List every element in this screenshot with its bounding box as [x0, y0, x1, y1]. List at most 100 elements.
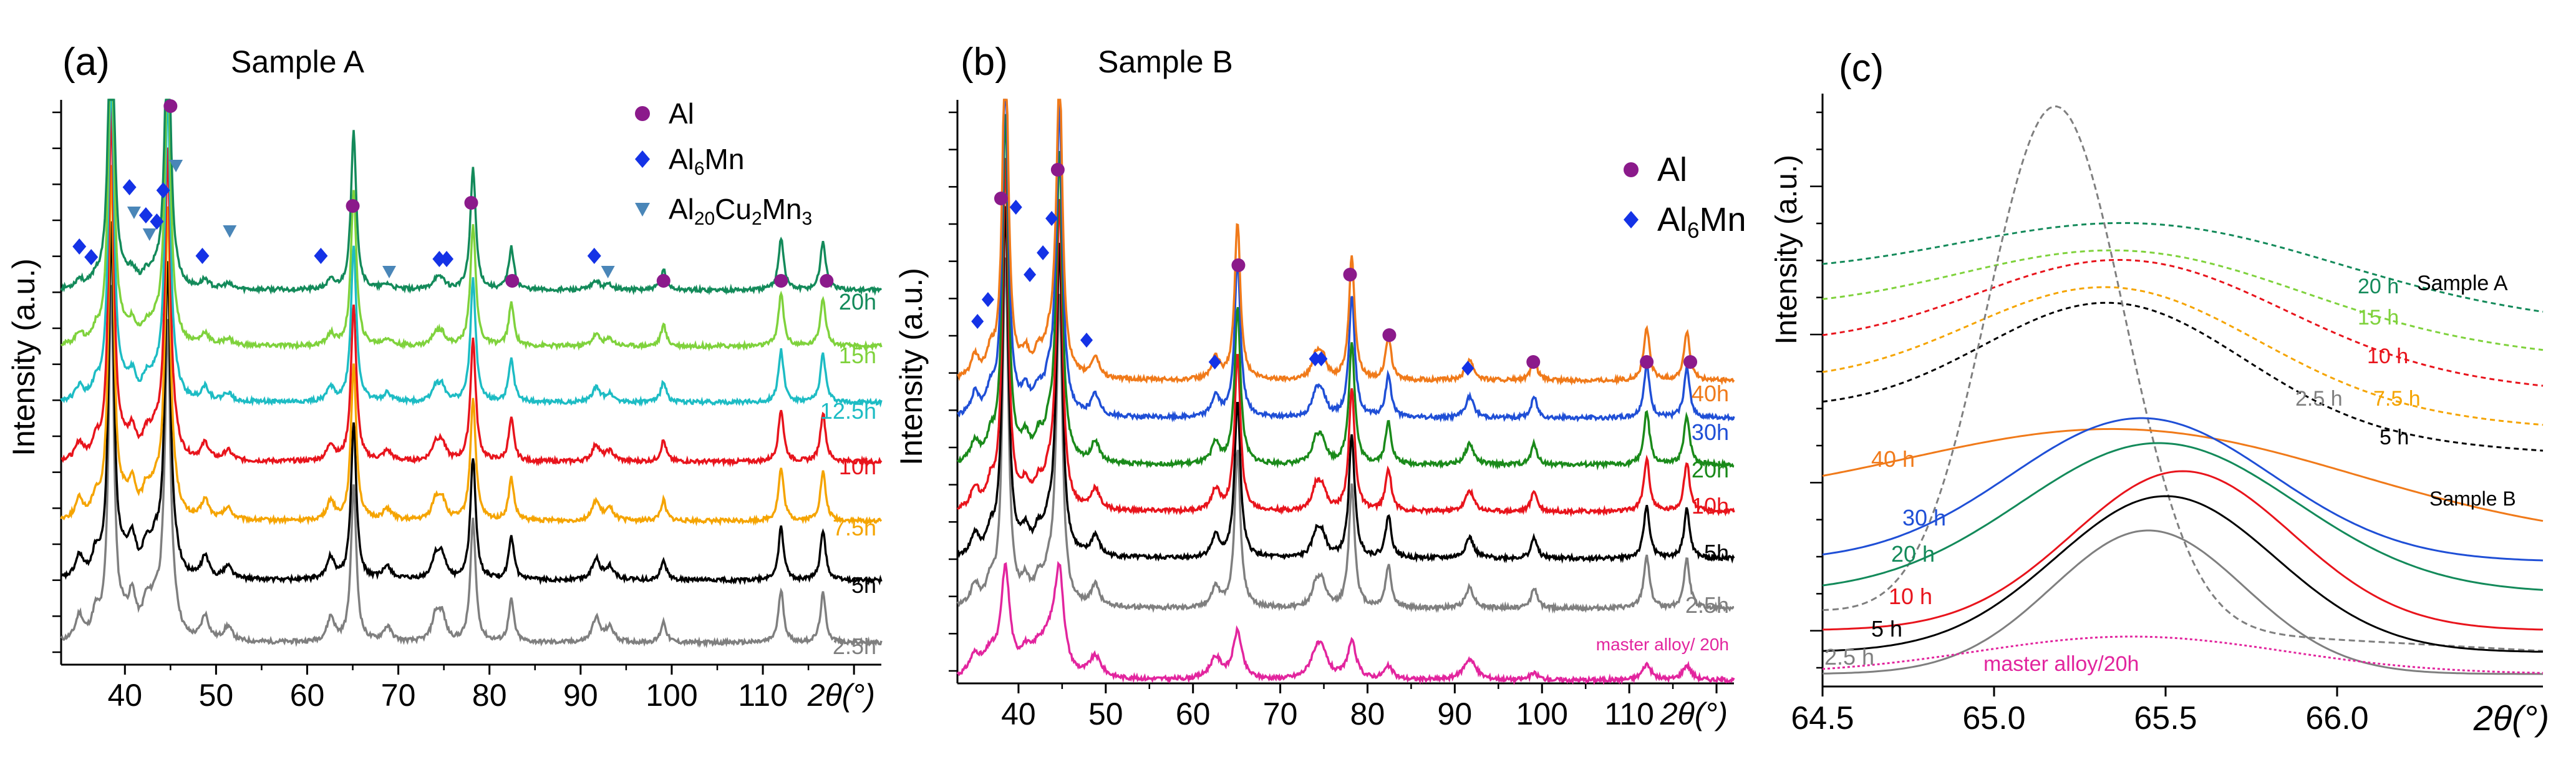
series-label-10h: 10h [839, 454, 876, 479]
legend-label: Al6Mn [1657, 201, 1746, 243]
legend-label-part: Al [1657, 151, 1687, 188]
series-line-15h [61, 99, 883, 352]
x-tick-label: 80 [1350, 696, 1385, 731]
x-axis-label: 2θ(°) [2473, 698, 2549, 738]
series-label-b-30h: 30 h [1902, 505, 1946, 530]
al6mn-peak-marker [195, 248, 210, 264]
al20cu2mn3-peak-marker [142, 228, 157, 241]
al6mn-peak-marker [587, 248, 601, 264]
legend-label-part: Al [669, 143, 694, 175]
al-peak-marker [346, 199, 360, 213]
x-axis-label: 2θ(°) [1660, 696, 1728, 731]
al6mn-peak-marker [1037, 245, 1050, 260]
legend-label-part: Cu [715, 193, 752, 225]
series-label-b-2.5h: 2.5 h [1824, 644, 1874, 670]
series-line-b-40h [1822, 428, 2544, 522]
x-tick-label: 40 [107, 678, 142, 713]
x-tick-label: 110 [738, 678, 788, 713]
series-line-b-master [1822, 635, 2544, 674]
al6mn-peak-marker [1461, 361, 1474, 376]
series-line-5h [61, 221, 883, 586]
series-line-40h [957, 99, 1735, 386]
series-line-a-20h [1822, 222, 2544, 313]
group-label-sample-a: Sample A [2417, 271, 2508, 295]
legend-label-part: Mn [705, 143, 745, 175]
x-tick-label: 70 [1263, 696, 1298, 731]
series-line-30h [957, 99, 1735, 423]
x-tick-label: 70 [381, 678, 416, 713]
series-label-40h: 40h [1692, 381, 1729, 406]
legend-label-part: Al [669, 193, 694, 225]
series-label-b-10h: 10 h [1889, 584, 1932, 609]
x-tick-label: 90 [563, 678, 598, 713]
al-peak-marker [820, 274, 834, 288]
legend-label-part: Al [1657, 201, 1687, 238]
x-tick-label: 64.5 [1791, 700, 1854, 736]
series-line-a-15h [1822, 249, 2544, 351]
al-peak-marker [505, 274, 520, 288]
series-line-a-2.5h [1822, 105, 2544, 652]
legend-label: Al20Cu2Mn3 [669, 193, 812, 229]
al-peak-marker [994, 192, 1008, 205]
x-tick-label: 110 [1604, 696, 1654, 731]
legend-label: Al6Mn [669, 143, 744, 179]
al6mn-peak-marker [72, 238, 87, 255]
al-peak-marker [1343, 268, 1357, 281]
series-label-10h: 10h [1692, 493, 1729, 519]
series-line-5h [956, 206, 1735, 564]
series-label-5h: 5h [1704, 540, 1729, 565]
series-line-b-2.5h [1822, 529, 2544, 675]
series-line-12.5h [60, 99, 883, 408]
al6mn-peak-marker [1009, 200, 1022, 215]
series-line-7.5h [60, 165, 883, 527]
chart-panel-c: 64.5 65.0 65.5 66.0 (c) Intensity (a.u.) 2θ(°)… [1770, 47, 2549, 738]
legend-label-part: 6 [694, 159, 705, 179]
x-axis-label: 2θ(°) [807, 678, 875, 713]
x-tick-label: 100 [1516, 696, 1568, 731]
legend-label: Al [1657, 151, 1687, 188]
al6mn-peak-marker [150, 213, 164, 230]
series-label-b-master: master alloy/20h [1983, 652, 2139, 676]
series-label-12.5h: 12.5h [820, 398, 876, 424]
x-tick-label: 40 [1001, 696, 1036, 731]
al6mn-peak-marker [122, 179, 137, 195]
x-tick-label: 60 [1176, 696, 1211, 731]
al6mn-peak-marker [138, 207, 153, 223]
series-line-2.5h [956, 257, 1735, 614]
series-label-a-10h: 10 h [2367, 344, 2408, 368]
x-tick-label: 66.0 [2305, 700, 2368, 736]
series-line-a-7.5h [1822, 286, 2544, 426]
al20cu2mn3-peak-marker [127, 207, 141, 219]
legend-al-icon [635, 106, 650, 121]
chart-panel-a: 40 50 60 70 80 90 100 110 (a) Sample A Intensity (… [6, 41, 883, 713]
series-label-30h: 30h [1692, 419, 1729, 445]
legend-label-part: Mn [1700, 201, 1746, 238]
al6mn-peak-marker [981, 292, 994, 307]
series-line-10h [61, 104, 883, 468]
series-label-15h: 15h [839, 343, 876, 368]
al6mn-peak-marker [1045, 211, 1058, 226]
al-peak-marker [1382, 328, 1397, 342]
legend-label-part: 6 [1687, 218, 1700, 243]
al6mn-peak-marker [314, 248, 328, 264]
series-label-b-40h: 40 h [1871, 446, 1915, 472]
legend-al20cu2mn3-icon [635, 203, 650, 217]
chart-title: Sample B [1098, 44, 1233, 79]
series-label-b-20h: 20 h [1891, 541, 1935, 567]
series-label-2.5h: 2.5h [1685, 592, 1729, 618]
series-line-b-5h [1822, 495, 2544, 653]
al20cu2mn3-peak-marker [169, 160, 183, 172]
al20cu2mn3-peak-marker [382, 266, 396, 278]
al6mn-peak-marker [156, 182, 170, 198]
chart-title: Sample A [231, 44, 365, 79]
panel-label: (b) [961, 41, 1008, 84]
legend-label: Al [669, 97, 694, 130]
y-axis-label: Intensity (a.u.) [1770, 155, 1803, 344]
panel-label: (a) [62, 41, 110, 84]
series-line-b-10h [1822, 470, 2544, 631]
series-label-2.5h: 2.5h [833, 633, 876, 659]
al-peak-marker [774, 274, 788, 288]
panel-label: (c) [1839, 47, 1884, 90]
x-tick-label: 100 [646, 678, 697, 713]
